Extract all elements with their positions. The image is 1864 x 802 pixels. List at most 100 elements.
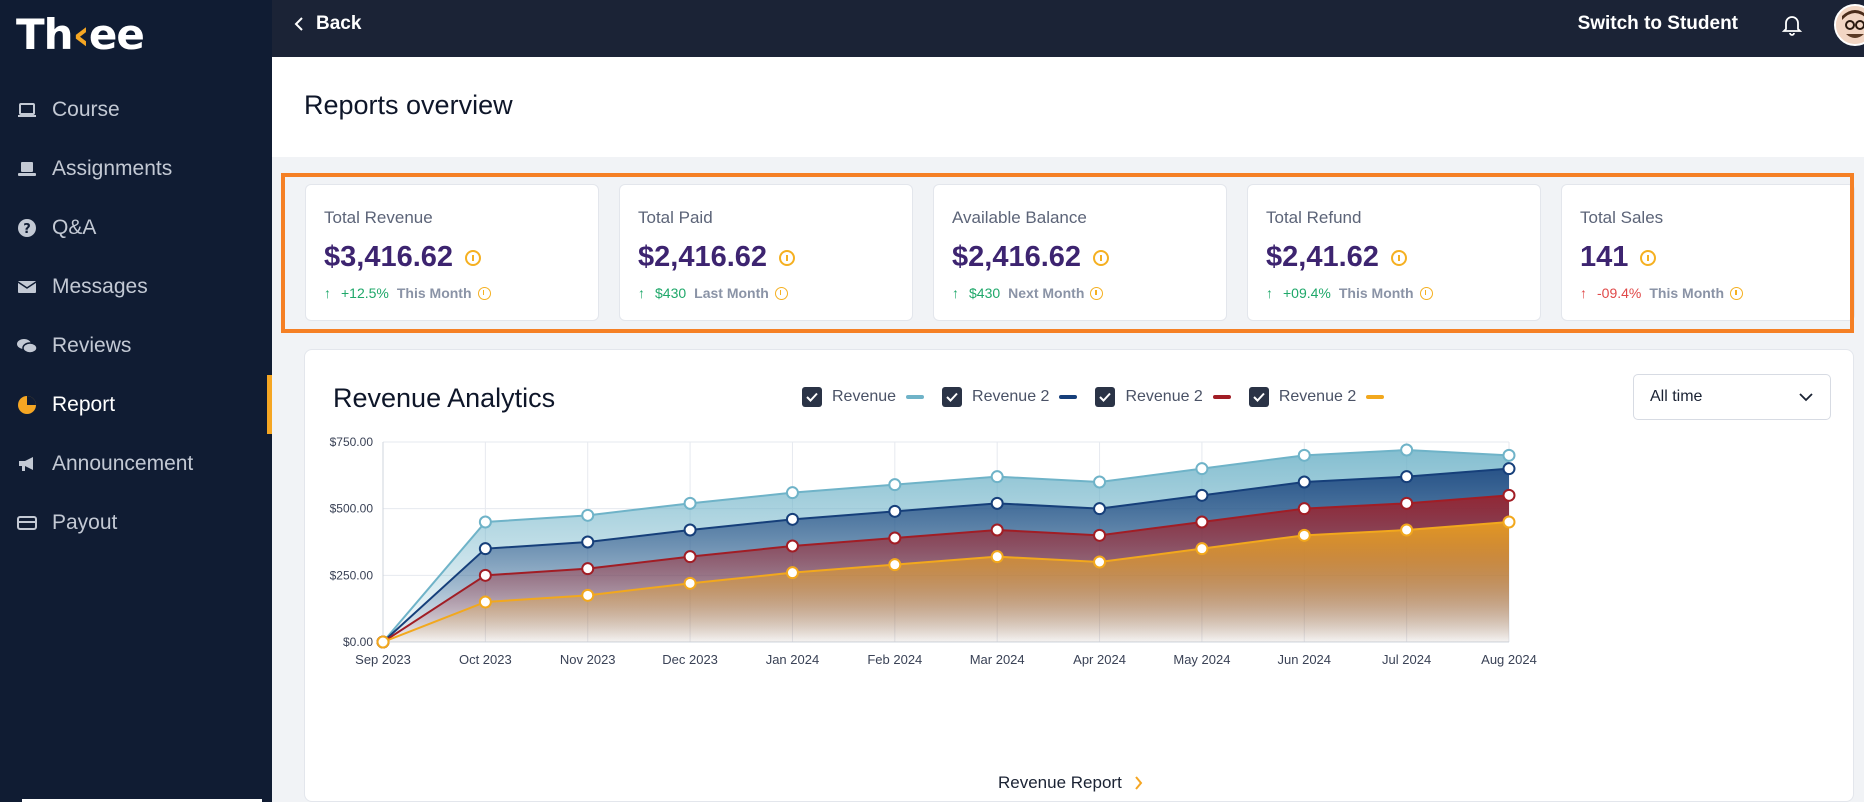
x-tick-label: Sep 2023 [355, 652, 411, 667]
time-range-select[interactable]: All time [1633, 374, 1831, 420]
legend-label: Revenue 2 [972, 388, 1050, 405]
data-point [1502, 488, 1516, 502]
stat-card-label: Available Balance [952, 208, 1087, 227]
trend-value: +09.4% [1283, 285, 1331, 301]
sidebar-item-messages[interactable]: Messages [0, 257, 272, 316]
data-point [683, 496, 697, 510]
chart-legend: Revenue Revenue 2 Revenue 2 Revenue 2 [802, 387, 1385, 407]
info-icon[interactable] [774, 286, 788, 300]
stat-card-label: Total Paid [638, 208, 713, 227]
select-value: All time [1650, 388, 1703, 405]
stat-card-trend: ↑ +12.5% This Month [324, 285, 491, 301]
data-point [478, 542, 492, 556]
sidebar-item-announcement[interactable]: Announcement [0, 434, 272, 493]
stat-card-label: Total Sales [1580, 208, 1664, 227]
chevron-down-icon [1799, 393, 1813, 402]
sidebar: Th ‹ ee Course Assignments ? Q&A Messages … [0, 0, 272, 802]
analytics-title: Revenue Analytics [333, 383, 556, 413]
sidebar-item-assignments[interactable]: Assignments [0, 139, 272, 198]
stat-card-available-balance: Available Balance $2,416.62 ↑ $430 Next Mo… [933, 184, 1227, 321]
megaphone-icon [16, 453, 38, 475]
arrow-up-icon: ↑ [324, 285, 331, 301]
stat-card-value: $2,416.62 [638, 241, 768, 273]
data-point [478, 568, 492, 582]
data-point [1502, 515, 1516, 529]
y-tick-label: $500.00 [330, 502, 374, 516]
brand-logo[interactable]: Th ‹ ee [16, 9, 145, 59]
sidebar-item-payout[interactable]: Payout [0, 493, 272, 552]
checkbox[interactable] [1248, 387, 1269, 407]
switch-to-student-button[interactable]: Switch to Student [1577, 12, 1738, 34]
legend-swatch [1212, 395, 1231, 399]
data-point [785, 539, 799, 553]
stat-card-trend: ↑ $430 Next Month [952, 285, 1104, 301]
sidebar-item-reviews[interactable]: Reviews [0, 316, 272, 375]
stat-card-total-revenue: Total Revenue $3,416.62 ↑ +12.5% This Mont… [305, 184, 599, 321]
back-button[interactable]: Back [294, 0, 361, 47]
sidebar-item-label: Assignments [52, 156, 173, 180]
sidebar-item-label: Reviews [52, 333, 132, 357]
trend-period: This Month [1338, 285, 1414, 301]
legend-item-revenue[interactable]: Revenue [802, 387, 925, 407]
info-icon[interactable] [465, 249, 482, 266]
avatar[interactable] [1834, 4, 1864, 46]
avatar-face-icon [1836, 6, 1864, 44]
stat-card-label: Total Revenue [324, 208, 433, 227]
data-point [478, 595, 492, 609]
series-line [382, 494, 1510, 643]
x-tick-label: May 2024 [1173, 652, 1230, 667]
legend-label: Revenue 2 [1278, 388, 1357, 405]
logo-text-prefix: Th [16, 9, 74, 59]
assignment-icon [16, 158, 38, 180]
legend-item-revenue-2[interactable]: Revenue 2 [942, 387, 1078, 407]
data-point [785, 566, 799, 580]
series-line [382, 467, 1510, 643]
info-icon[interactable] [1093, 249, 1110, 266]
trend-period: This Month [1649, 285, 1725, 301]
checkbox[interactable] [802, 387, 822, 407]
checkbox[interactable] [942, 387, 963, 407]
stat-card-trend: ↑ -09.4% This Month [1580, 285, 1744, 301]
pie-chart-icon [16, 394, 38, 416]
info-icon[interactable] [779, 249, 796, 266]
checkbox[interactable] [1095, 387, 1116, 407]
info-icon[interactable] [1640, 249, 1657, 266]
data-point [1093, 528, 1107, 542]
envelope-icon [16, 276, 38, 298]
bell-icon[interactable] [1780, 12, 1804, 36]
data-point [376, 635, 390, 649]
sidebar-item-qa[interactable]: ? Q&A [0, 198, 272, 257]
trend-period: Last Month [694, 285, 769, 301]
info-icon[interactable] [477, 286, 491, 300]
info-icon[interactable] [1390, 249, 1407, 266]
sidebar-item-label: Report [52, 392, 116, 416]
sidebar-item-report[interactable]: Report [0, 375, 272, 434]
sidebar-item-course[interactable]: Course [0, 80, 272, 139]
info-icon[interactable] [1419, 286, 1433, 300]
stat-card-value: $2,416.62 [952, 241, 1082, 273]
back-label: Back [316, 12, 362, 34]
series-area [383, 522, 1509, 642]
stat-card-value: $2,41.62 [1266, 241, 1379, 273]
stat-card-value: $3,416.62 [324, 241, 454, 273]
data-point [1400, 496, 1414, 510]
stat-card-value: 141 [1580, 241, 1629, 273]
data-point [785, 512, 799, 526]
info-icon[interactable] [1090, 286, 1104, 300]
info-icon[interactable] [1730, 286, 1744, 300]
legend-item-revenue-2[interactable]: Revenue 2 [1095, 387, 1231, 407]
data-point [1195, 488, 1209, 502]
data-point [1400, 443, 1414, 457]
stat-card-trend: ↑ +09.4% This Month [1266, 285, 1433, 301]
trend-value: +12.5% [341, 285, 389, 301]
legend-item-revenue-2[interactable]: Revenue 2 [1248, 387, 1385, 407]
revenue-report-link[interactable]: Revenue Report [998, 773, 1143, 793]
data-point [888, 531, 902, 545]
stat-card-total-sales: Total Sales 141 ↑ -09.4% This Month [1561, 184, 1855, 321]
data-point [888, 504, 902, 518]
data-point [1093, 555, 1107, 569]
data-point [1502, 462, 1516, 476]
x-tick-label: Feb 2024 [867, 652, 922, 667]
data-point [990, 523, 1004, 537]
data-point [581, 508, 595, 522]
